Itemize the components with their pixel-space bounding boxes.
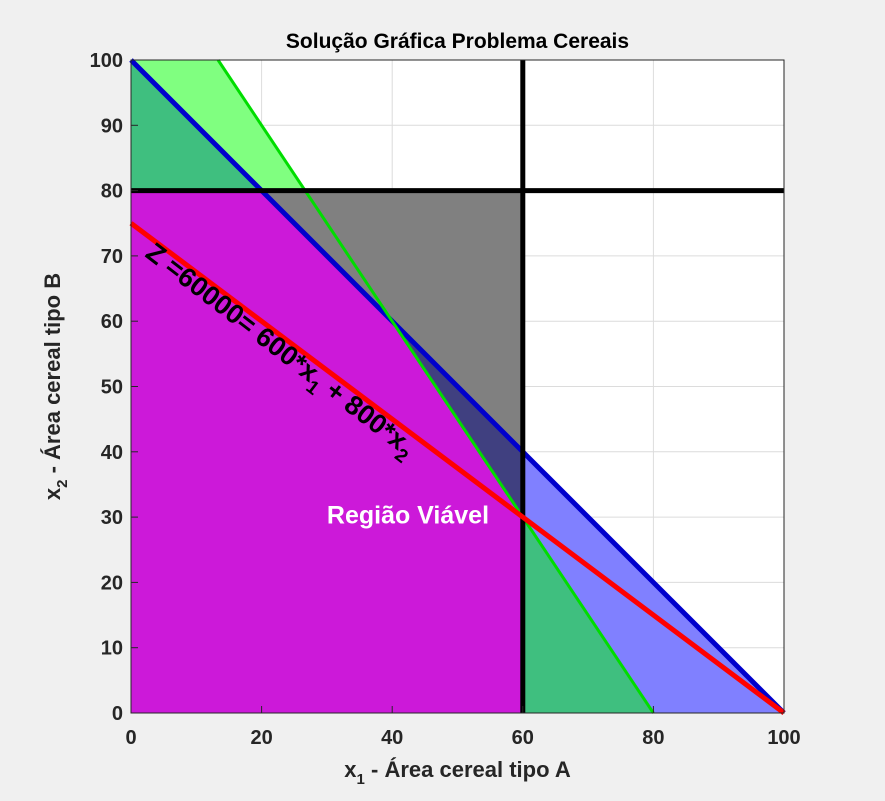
y-tick-label: 100 [90, 50, 123, 72]
y-axis-label-var: x [40, 487, 65, 500]
y-tick-label: 90 [101, 115, 123, 137]
y-axis-label-sub: 2 [54, 480, 71, 488]
constraint-lines [129, 58, 786, 715]
y-tick-label: 30 [101, 507, 123, 529]
x-tick-label: 20 [250, 727, 272, 749]
axis-ticks: 0 20 40 60 80 100 0 10 20 30 40 50 60 70 80 90 100 [90, 50, 801, 749]
x-axis-label-text: - Área cereal tipo A [365, 757, 571, 782]
constraint-line-2 [216, 59, 655, 714]
x-axis-label-var: x [344, 757, 357, 782]
y-tick-label: 40 [101, 442, 123, 464]
y-tick-label: 20 [101, 572, 123, 594]
feasible-region-label: Região Viável [327, 502, 489, 530]
feasible-region [131, 190, 523, 714]
x-axis-label-sub: 1 [357, 771, 365, 788]
y-tick-label: 80 [101, 181, 123, 203]
y-tick-label: 60 [101, 311, 123, 333]
region-b [131, 60, 306, 191]
x-tick-label: 40 [381, 727, 403, 749]
x-tick-label: 100 [767, 727, 800, 749]
chart-title: Solução Gráfica Problema Cereais [286, 30, 629, 53]
x-tick-label: 60 [512, 727, 534, 749]
y-tick-label: 0 [112, 703, 123, 725]
x-tick-label: 80 [642, 727, 664, 749]
y-tick-label: 70 [101, 246, 123, 268]
y-tick-label: 50 [101, 377, 123, 399]
x-axis-label: x1 - Área cereal tipo A [344, 757, 571, 788]
objective-line [129, 221, 786, 715]
y-axis-label: x2 - Área cereal tipo B [40, 273, 71, 500]
constraint-line-1 [129, 58, 786, 715]
y-tick-label: 10 [101, 638, 123, 660]
x-tick-label: 0 [125, 727, 136, 749]
y-axis-label-text: - Área cereal tipo B [40, 273, 65, 480]
